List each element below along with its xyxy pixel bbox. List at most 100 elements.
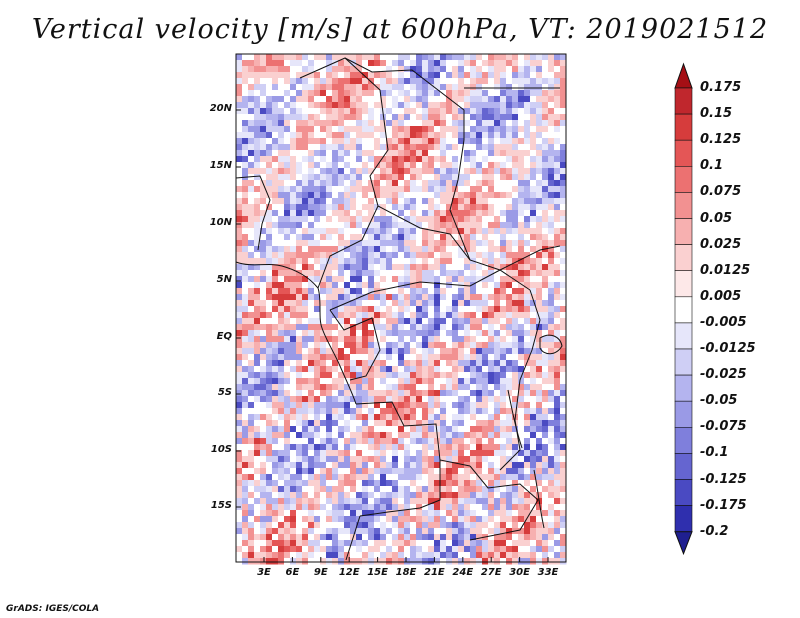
field-cell: [494, 60, 501, 67]
field-cell: [434, 348, 441, 355]
field-cell: [404, 204, 411, 211]
colorbar-label: 0.005: [700, 288, 742, 304]
field-cell: [512, 234, 519, 241]
field-cell: [524, 360, 531, 367]
field-cell: [302, 168, 309, 175]
field-cell: [506, 186, 513, 193]
field-cell: [494, 258, 501, 265]
field-cell: [428, 66, 435, 73]
colorbar-band: [674, 505, 693, 533]
field-cell: [260, 468, 267, 475]
field-cell: [362, 456, 369, 463]
field-cell: [308, 90, 315, 97]
field-cell: [452, 288, 459, 295]
field-cell: [512, 396, 519, 403]
field-cell: [368, 90, 375, 97]
field-cell: [512, 456, 519, 463]
field-cell: [356, 492, 363, 499]
field-cell: [440, 330, 447, 337]
field-cell: [266, 456, 273, 463]
field-cell: [344, 216, 351, 223]
field-cell: [284, 216, 291, 223]
field-cell: [302, 222, 309, 229]
field-cell: [530, 384, 537, 391]
field-cell: [398, 294, 405, 301]
field-cell: [452, 468, 459, 475]
field-cell: [518, 162, 525, 169]
field-cell: [362, 306, 369, 313]
field-cell: [464, 432, 471, 439]
field-cell: [428, 186, 435, 193]
field-cell: [482, 540, 489, 547]
field-cell: [260, 546, 267, 553]
field-cell: [386, 162, 393, 169]
field-cell: [494, 144, 501, 151]
field-cell: [476, 504, 483, 511]
field-cell: [428, 492, 435, 499]
field-cell: [398, 60, 405, 67]
field-cell: [500, 474, 507, 481]
field-cell: [362, 510, 369, 517]
field-cell: [470, 186, 477, 193]
field-cell: [470, 240, 477, 247]
field-cell: [470, 300, 477, 307]
field-cell: [458, 294, 465, 301]
field-cell: [380, 540, 387, 547]
field-cell: [314, 474, 321, 481]
field-cell: [500, 552, 507, 559]
field-cell: [470, 120, 477, 127]
field-cell: [464, 510, 471, 517]
field-cell: [248, 168, 255, 175]
field-cell: [254, 360, 261, 367]
field-cell: [236, 162, 243, 169]
field-cell: [260, 246, 267, 253]
field-cell: [248, 408, 255, 415]
field-cell: [296, 318, 303, 325]
field-cell: [410, 60, 417, 67]
field-cell: [386, 354, 393, 361]
field-cell: [404, 288, 411, 295]
field-cell: [494, 528, 501, 535]
field-cell: [470, 462, 477, 469]
field-cell: [536, 282, 543, 289]
field-cell: [272, 312, 279, 319]
field-cell: [356, 546, 363, 553]
field-cell: [332, 456, 339, 463]
field-cell: [548, 276, 555, 283]
field-cell: [356, 468, 363, 475]
field-cell: [272, 222, 279, 229]
field-cell: [482, 528, 489, 535]
field-cell: [302, 540, 309, 547]
field-cell: [488, 336, 495, 343]
field-cell: [332, 54, 339, 61]
field-cell: [368, 210, 375, 217]
field-cell: [368, 300, 375, 307]
field-cell: [326, 480, 333, 487]
field-cell: [506, 486, 513, 493]
field-cell: [278, 456, 285, 463]
field-cell: [344, 138, 351, 145]
field-cell: [338, 498, 345, 505]
field-cell: [284, 546, 291, 553]
field-cell: [368, 270, 375, 277]
field-cell: [278, 480, 285, 487]
field-cell: [314, 456, 321, 463]
field-cell: [494, 90, 501, 97]
field-cell: [476, 240, 483, 247]
field-cell: [500, 132, 507, 139]
field-cell: [362, 234, 369, 241]
field-cell: [446, 330, 453, 337]
field-cell: [488, 402, 495, 409]
field-cell: [518, 456, 525, 463]
field-cell: [332, 468, 339, 475]
field-cell: [278, 84, 285, 91]
field-cell: [296, 558, 303, 565]
field-cell: [416, 114, 423, 121]
field-cell: [326, 366, 333, 373]
field-cell: [278, 270, 285, 277]
field-cell: [284, 480, 291, 487]
field-cell: [416, 294, 423, 301]
field-cell: [524, 558, 531, 565]
field-cell: [548, 426, 555, 433]
field-cell: [458, 354, 465, 361]
